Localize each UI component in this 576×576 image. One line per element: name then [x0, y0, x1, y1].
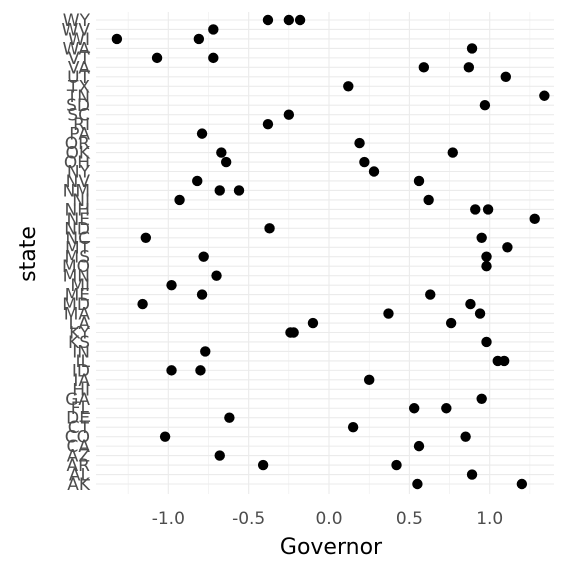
y-tick-label: WY: [63, 11, 91, 31]
data-point: [419, 62, 429, 72]
y-tick-labels: AKALARAZCACOCTDEFLGAHIIAIDILINKSKYLAMAMD…: [62, 11, 91, 495]
data-point: [460, 431, 470, 441]
data-point: [137, 299, 147, 309]
data-point: [200, 346, 210, 356]
data-point: [197, 128, 207, 138]
data-point: [224, 413, 234, 423]
data-point: [152, 53, 162, 63]
data-point: [481, 337, 491, 347]
data-point: [414, 441, 424, 451]
x-tick-label: 0.5: [396, 509, 423, 529]
data-point: [476, 233, 486, 243]
data-point: [383, 308, 393, 318]
x-tick-label: -1.0: [152, 509, 185, 529]
data-point: [308, 318, 318, 328]
data-point: [284, 15, 294, 25]
data-point: [208, 24, 218, 34]
data-point: [481, 261, 491, 271]
y-axis-title: state: [16, 226, 41, 282]
data-point: [517, 479, 527, 489]
data-point: [470, 204, 480, 214]
data-point: [465, 299, 475, 309]
data-point: [198, 252, 208, 262]
data-point: [481, 252, 491, 262]
data-point: [467, 469, 477, 479]
x-axis-title: Governor: [280, 535, 383, 560]
data-point: [464, 62, 474, 72]
data-point: [194, 34, 204, 44]
data-point: [211, 270, 221, 280]
data-point: [391, 460, 401, 470]
data-point: [483, 204, 493, 214]
data-point: [166, 280, 176, 290]
data-point: [258, 460, 268, 470]
data-point: [112, 34, 122, 44]
data-point: [160, 431, 170, 441]
x-tick-labels: -1.0 -0.5 0.0 0.5 1.0: [152, 509, 504, 529]
data-point: [448, 147, 458, 157]
data-point: [264, 223, 274, 233]
data-point: [197, 289, 207, 299]
data-point: [215, 450, 225, 460]
data-point: [364, 375, 374, 385]
data-point: [343, 81, 353, 91]
data-point: [414, 176, 424, 186]
data-point: [216, 147, 226, 157]
data-point: [502, 242, 512, 252]
data-point: [530, 214, 540, 224]
data-point: [141, 233, 151, 243]
data-point: [409, 403, 419, 413]
data-point: [166, 365, 176, 375]
data-point: [221, 157, 231, 167]
data-point: [359, 157, 369, 167]
data-point: [476, 394, 486, 404]
data-point: [284, 109, 294, 119]
x-tick-label: 0.0: [315, 509, 342, 529]
data-point: [174, 195, 184, 205]
data-point: [539, 91, 549, 101]
data-point: [475, 308, 485, 318]
data-point: [467, 43, 477, 53]
x-tick-label: -0.5: [232, 509, 265, 529]
data-point: [369, 166, 379, 176]
data-point: [425, 289, 435, 299]
data-point: [480, 100, 490, 110]
data-point: [412, 479, 422, 489]
data-point: [215, 185, 225, 195]
data-point: [263, 119, 273, 129]
data-point: [499, 356, 509, 366]
data-point: [195, 365, 205, 375]
data-point: [446, 318, 456, 328]
data-point: [208, 53, 218, 63]
data-point: [354, 138, 364, 148]
data-point: [441, 403, 451, 413]
data-point: [501, 72, 511, 82]
data-point: [423, 195, 433, 205]
x-tick-label: 1.0: [476, 509, 503, 529]
data-point: [263, 15, 273, 25]
data-point: [234, 185, 244, 195]
data-point: [295, 15, 305, 25]
data-point: [285, 327, 295, 337]
data-point: [192, 176, 202, 186]
data-point: [348, 422, 358, 432]
